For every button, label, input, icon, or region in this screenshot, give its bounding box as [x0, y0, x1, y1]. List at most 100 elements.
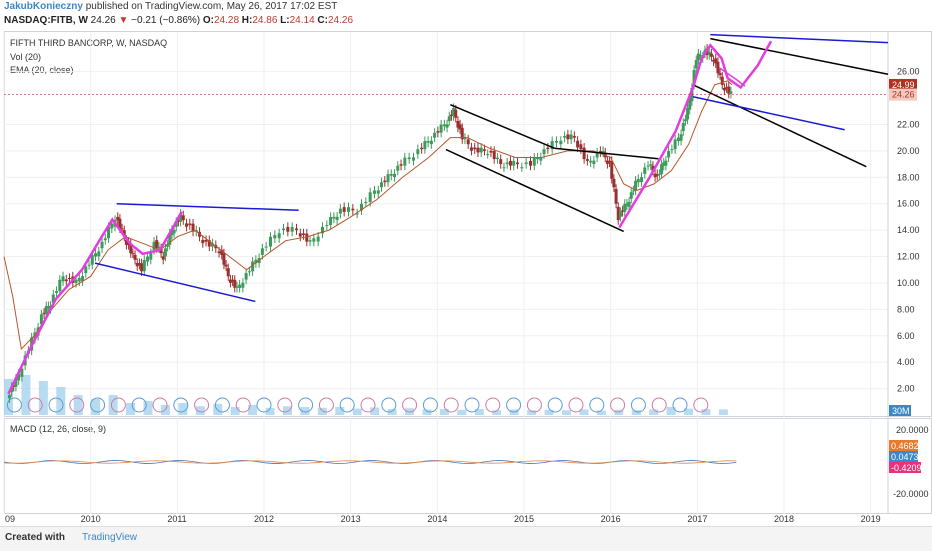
signal-line: [3, 460, 737, 464]
candle-body: [273, 235, 277, 239]
candle-body: [508, 160, 512, 166]
price-change: −0.21 (−0.86%): [131, 15, 201, 26]
candle-body: [14, 378, 18, 387]
trend-line-black: [692, 84, 867, 168]
candle-body: [220, 249, 224, 255]
candle-body: [55, 291, 59, 293]
candle-body: [502, 167, 506, 169]
candle-body: [103, 238, 107, 241]
candle-body: [660, 164, 664, 174]
trend-line-black: [445, 148, 624, 233]
candle-body: [217, 251, 221, 254]
candle-body: [725, 87, 729, 89]
candle-body: [651, 165, 655, 171]
volume-bar: [579, 409, 589, 415]
volume-legend: Vol (20): [10, 52, 42, 62]
event-marker: [360, 397, 376, 413]
candle-body: [120, 228, 124, 230]
candle-body: [380, 182, 384, 188]
candle-body: [74, 279, 78, 283]
volume-bar: [387, 409, 397, 415]
candle-body: [39, 314, 43, 325]
event-marker: [235, 397, 251, 413]
candle-body: [589, 160, 593, 163]
candle-body: [97, 251, 101, 257]
macd-badge-b: [889, 451, 918, 462]
event-marker: [173, 397, 189, 413]
volume-bar: [718, 409, 728, 415]
candle-body: [416, 149, 420, 155]
event-marker: [526, 397, 542, 413]
candle-body: [386, 174, 390, 183]
candle-body: [191, 223, 195, 232]
candle-body: [360, 203, 363, 211]
candle-body: [321, 226, 324, 234]
candle-body: [251, 261, 255, 272]
candle-body: [231, 279, 235, 282]
candle-body: [618, 212, 622, 217]
candle-body: [729, 91, 733, 94]
candle-body: [254, 259, 258, 264]
candle-body: [412, 157, 415, 161]
candle-body: [64, 279, 68, 282]
candle-body: [94, 253, 98, 257]
candle-body: [282, 228, 285, 231]
candle-body: [433, 132, 437, 138]
y-tick-label: 14.00: [897, 225, 920, 235]
candle-body: [679, 134, 683, 141]
candle-body: [174, 221, 178, 227]
series-name: FIFTH THIRD BANCORP, W, NASDAQ: [10, 38, 168, 48]
macd-tick-label: -20.0000: [893, 489, 929, 499]
y-tick-label: 12.00: [897, 252, 920, 262]
candle-body: [163, 248, 167, 257]
macd-badge-a: [889, 440, 918, 451]
candle-body: [595, 152, 599, 158]
candle-body: [241, 282, 245, 288]
candle-body: [718, 73, 722, 76]
candle-body: [608, 160, 612, 163]
candle-body: [204, 240, 208, 242]
symbol-line: NASDAQ:FITB, W 24.26 ▼ −0.21 (−0.86%) O:…: [4, 15, 354, 26]
candle-body: [634, 180, 638, 191]
down-arrow-icon: ▼: [118, 15, 129, 26]
candle-body: [159, 248, 163, 254]
y-tick-label: 6.00: [897, 331, 915, 341]
candle-body: [612, 178, 616, 188]
candle-body: [201, 239, 205, 244]
candle-body: [260, 248, 264, 255]
candle-body: [707, 51, 711, 56]
candle-body: [335, 216, 339, 221]
volume-bar: [56, 387, 66, 415]
volume-bar: [195, 406, 205, 415]
trend-line-blue: [710, 33, 889, 44]
candle-body: [376, 190, 380, 194]
trend-line-blue: [116, 202, 299, 212]
trend-line-black: [450, 103, 555, 149]
author-name[interactable]: JakubKonieczny: [4, 1, 83, 12]
candle-body: [629, 192, 633, 199]
macd-badge-c-text: -0.4209: [891, 463, 922, 473]
candle-body: [124, 239, 128, 245]
candle-body: [211, 243, 215, 247]
candle-body: [601, 150, 605, 153]
tradingview-brand[interactable]: TradingView: [82, 532, 138, 543]
candle-body: [172, 229, 176, 234]
publish-header: JakubKonieczny published on TradingView.…: [4, 1, 337, 12]
event-marker: [69, 397, 85, 413]
trend-line-blue: [94, 262, 256, 303]
trend-line-black: [554, 147, 659, 160]
candle-body: [696, 53, 700, 60]
candle-body: [44, 306, 48, 315]
candle-body: [396, 165, 400, 171]
candle-body: [302, 233, 306, 236]
x-tick-label: 2015: [514, 514, 534, 524]
created-with: Created with: [5, 532, 66, 543]
candle-body: [681, 122, 685, 132]
event-marker: [110, 397, 126, 413]
candle-body: [727, 86, 731, 94]
y-tick-label: 4.00: [897, 357, 915, 367]
volume-bar: [178, 403, 188, 415]
y-tick-label: 26.00: [897, 67, 920, 77]
volume-bar: [492, 410, 502, 415]
